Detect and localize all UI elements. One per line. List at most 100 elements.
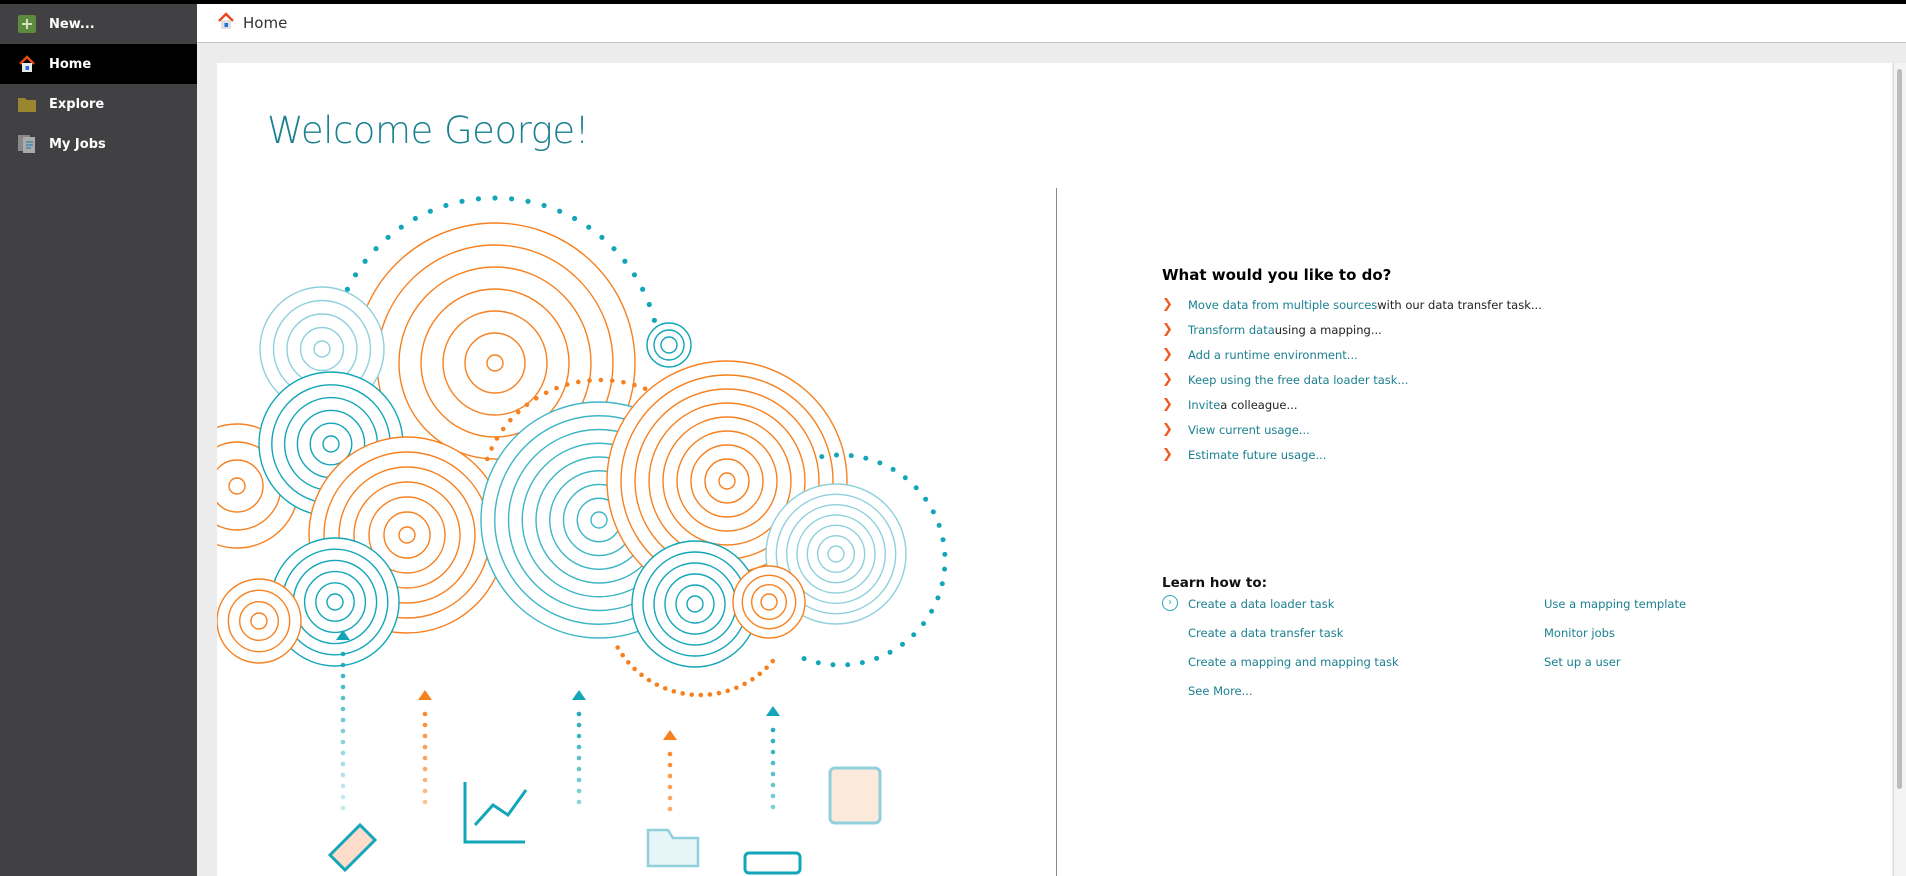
dotted-arc <box>680 691 685 696</box>
dotted-arc <box>475 196 482 202</box>
dotted-arc <box>716 690 722 696</box>
dotted-arc <box>609 378 615 383</box>
dotted-line <box>422 799 428 805</box>
orange-rings <box>398 526 416 544</box>
orange-rings <box>353 481 461 589</box>
dotted-arc <box>833 452 839 458</box>
dotted-arc <box>830 662 836 668</box>
scrollbar-thumb[interactable] <box>1897 69 1902 789</box>
dotted-line <box>770 749 776 755</box>
teal-rings <box>646 322 692 368</box>
sidebar-item-home[interactable]: Home <box>0 44 197 84</box>
learn-link[interactable]: See More... <box>1188 684 1253 698</box>
arrow-up-icon <box>766 706 780 716</box>
dotted-line <box>340 695 346 701</box>
dotted-arc <box>621 380 626 385</box>
todo-item: ❯ Invite a colleague... <box>1162 392 1542 417</box>
sidebar-item-new[interactable]: New... <box>0 4 197 44</box>
learn-heading: Learn how to: <box>1162 575 1268 591</box>
teal-rings <box>653 329 685 361</box>
dotted-line <box>422 733 428 739</box>
dotted-arc <box>541 202 547 209</box>
learn-item: Set up a user <box>1544 655 1621 669</box>
breadcrumb[interactable]: Home <box>243 14 288 32</box>
dotted-arc <box>564 382 570 387</box>
dotted-line <box>422 777 428 783</box>
todo-item: ❯ Keep using the free data loader task... <box>1162 367 1542 392</box>
orange-rings <box>383 511 431 559</box>
dotted-line <box>576 766 582 772</box>
dotted-arc <box>900 641 906 647</box>
orange-rings <box>750 583 788 621</box>
learn-link[interactable]: Monitor jobs <box>1544 626 1615 640</box>
dotted-line <box>576 733 582 739</box>
top-bar: Home <box>197 4 1906 43</box>
orange-rings <box>676 430 778 532</box>
dotted-line <box>576 722 582 728</box>
learn-link[interactable]: Create a data loader task <box>1188 597 1335 611</box>
todo-link[interactable]: Invite <box>1188 397 1221 412</box>
chart-icon <box>473 789 528 827</box>
orange-rings <box>217 459 264 513</box>
todo-link[interactable]: View current usage... <box>1188 422 1310 437</box>
dotted-line <box>340 739 346 745</box>
dotted-arc <box>632 666 637 672</box>
teal-rings <box>309 422 353 466</box>
dotted-arc <box>352 272 359 278</box>
orange-rings <box>662 416 792 546</box>
dotted-line <box>770 760 776 766</box>
learn-link[interactable]: Create a data transfer task <box>1188 626 1344 640</box>
sidebar-item-label: Explore <box>49 96 105 112</box>
learn-link[interactable]: Set up a user <box>1544 655 1621 669</box>
todo-text: using a mapping... <box>1274 322 1382 337</box>
dotted-line <box>770 771 776 777</box>
teal-rings <box>303 570 367 634</box>
todo-link[interactable]: Keep using the free data loader task... <box>1188 372 1409 387</box>
dotted-arc <box>929 608 935 614</box>
lightblue-rings <box>299 326 345 372</box>
orange-rings <box>486 354 504 372</box>
dotted-arc <box>626 660 631 665</box>
dotted-arc <box>524 402 530 408</box>
page-title: Welcome George! <box>267 109 589 152</box>
teal-rings <box>590 511 608 529</box>
sidebar-item-my-jobs[interactable]: My Jobs <box>0 124 197 164</box>
todo-link[interactable]: Add a runtime environment... <box>1188 347 1358 362</box>
todo-link[interactable]: Move data from multiple sources <box>1188 297 1378 312</box>
dotted-arc <box>801 656 807 662</box>
dotted-line <box>340 761 346 767</box>
learn-link[interactable]: Use a mapping template <box>1544 597 1687 611</box>
lightblue-rings <box>796 514 876 594</box>
dotted-arc <box>622 258 628 264</box>
dotted-line <box>422 766 428 772</box>
folder-icon <box>646 828 700 868</box>
dotted-arc <box>508 417 513 423</box>
learn-link[interactable]: Create a mapping and mapping task <box>1188 655 1399 669</box>
chevron-right-icon: ❯ <box>1162 447 1173 462</box>
dotted-arc <box>515 409 521 415</box>
todo-link[interactable]: Estimate future usage... <box>1188 447 1327 462</box>
dotted-arc <box>815 660 821 666</box>
dotted-arc <box>543 390 549 396</box>
dotted-arc <box>489 446 494 451</box>
todo-item: ❯ Add a runtime environment... <box>1162 342 1542 367</box>
scrollbar[interactable] <box>1893 63 1906 876</box>
chart-icon <box>463 782 525 844</box>
dotted-arc <box>764 665 769 671</box>
chevron-right-icon: ❯ <box>1162 397 1173 412</box>
dotted-arc <box>911 632 917 638</box>
dotted-arc <box>572 215 578 222</box>
folder-icon <box>17 95 37 113</box>
dotted-arc <box>662 686 668 691</box>
teal-rings-bg <box>632 541 758 667</box>
dotted-arc <box>598 377 604 383</box>
dotted-arc <box>923 496 929 502</box>
sidebar-item-explore[interactable]: Explore <box>0 84 197 124</box>
dotted-arc <box>939 581 945 587</box>
todo-link[interactable]: Transform data <box>1188 322 1275 337</box>
dotted-arc <box>935 595 941 601</box>
learn-item: Create a data transfer task <box>1188 626 1343 640</box>
dotted-arc <box>632 382 637 388</box>
lightblue-rings <box>785 503 887 605</box>
learn-item: Create a mapping and mapping task <box>1188 655 1399 669</box>
